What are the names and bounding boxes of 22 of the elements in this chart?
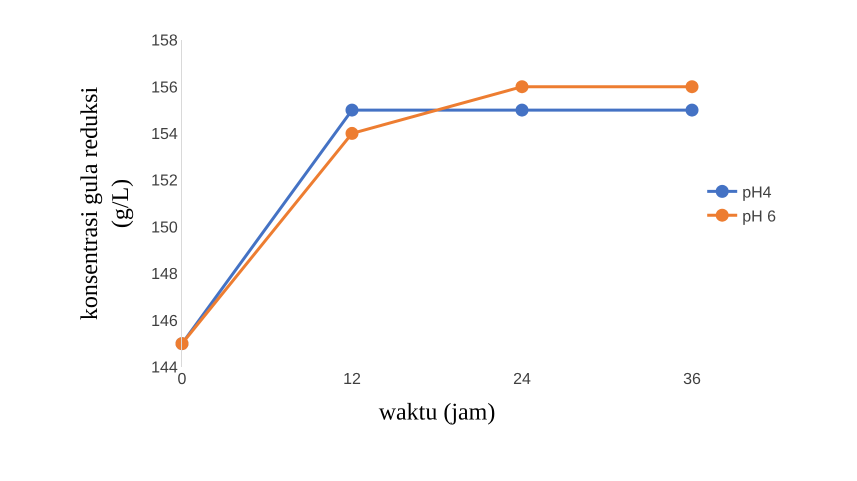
y-tick-label: 146 bbox=[151, 312, 178, 330]
point bbox=[346, 104, 358, 117]
point bbox=[516, 80, 528, 94]
point bbox=[686, 80, 698, 94]
point bbox=[516, 104, 528, 117]
x-tick-label: 0 bbox=[178, 371, 187, 388]
legend-label: pH4 bbox=[742, 184, 772, 202]
y-tick-label: 152 bbox=[151, 172, 178, 190]
x-tick-label: 36 bbox=[683, 371, 701, 388]
x-tick-label: 24 bbox=[513, 371, 531, 388]
y-tick-label: 148 bbox=[151, 266, 178, 284]
y-tick-label: 154 bbox=[151, 126, 178, 144]
y-tick-label: 150 bbox=[151, 219, 178, 236]
y-axis-title: konsentrasi gula reduksi (g/L) bbox=[76, 86, 134, 320]
point bbox=[346, 126, 358, 140]
legend-label: pH 6 bbox=[742, 208, 776, 226]
y-tick-label: 158 bbox=[151, 32, 178, 50]
y-tick-label: 144 bbox=[151, 360, 178, 377]
point bbox=[686, 104, 698, 117]
x-axis-title: waktu (jam) bbox=[378, 399, 496, 426]
y-tick-label: 156 bbox=[151, 79, 178, 96]
x-tick-label: 12 bbox=[343, 371, 361, 388]
